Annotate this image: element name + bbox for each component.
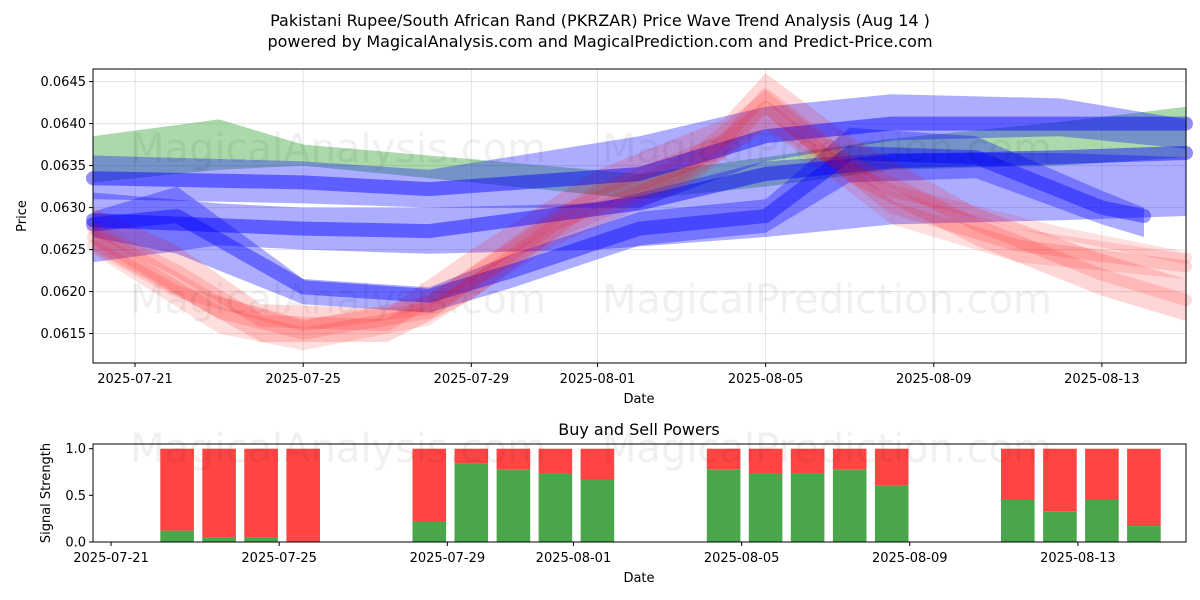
price-wave-line [86, 116, 1193, 197]
y-tick-label: 0.0645 [41, 75, 87, 90]
x-tick-label: 2025-08-09 [896, 372, 972, 387]
y-tick-label: 0.0635 [41, 159, 87, 174]
buy-power-bar [874, 485, 909, 542]
price-wave-line [87, 100, 1192, 340]
x-tick-label: 2025-08-13 [1040, 551, 1116, 566]
sell-power-bar [412, 448, 447, 522]
buy-power-bar [580, 479, 615, 542]
buy-power-bar [160, 530, 194, 542]
sell-power-bar [496, 448, 531, 470]
buy-power-bar [1127, 526, 1161, 542]
y-tick-label: 0.0 [65, 536, 86, 551]
watermark-magicalanalysis-top: MagicalAnalysis.com [130, 126, 546, 172]
price-wave-chart: MagicalAnalysis.com MagicalPrediction.co… [15, 68, 1193, 407]
sell-power-bar [1001, 448, 1035, 500]
price-wave-lines [86, 88, 1193, 340]
buy-power-bar [244, 537, 278, 542]
price-bands [93, 73, 1186, 351]
x-tick-label: 2025-08-05 [704, 551, 780, 566]
buy-power-bar [454, 463, 489, 542]
x-tick-label: 2025-07-21 [97, 372, 173, 387]
signal-chart-y-axis: 0.0 0.5 1.0 [65, 442, 93, 551]
price-chart-y-label: Price [15, 200, 30, 232]
price-band [93, 73, 1186, 342]
sell-power-bar [832, 448, 867, 470]
sell-power-bar [244, 448, 278, 538]
x-tick-label: 2025-07-29 [410, 551, 486, 566]
watermark-magicalprediction-signal: MagicalPrediction.com [602, 426, 1052, 472]
buy-sell-powers-chart: MagicalAnalysis.com MagicalPrediction.co… [39, 426, 1187, 586]
buy-power-bar [202, 537, 236, 542]
buy-power-bar [1001, 500, 1035, 542]
main-chart-title: Pakistani Rupee/South African Rand (PKRZ… [270, 11, 930, 30]
sell-power-bar [1127, 448, 1161, 527]
sell-power-bar [202, 448, 236, 538]
y-tick-label: 0.0625 [41, 243, 87, 258]
price-band [93, 94, 1186, 208]
buy-power-bar [1085, 500, 1119, 542]
y-tick-label: 1.0 [65, 442, 86, 457]
sell-power-bar [580, 448, 615, 480]
buy-power-bar [496, 469, 531, 542]
buy-power-bar [748, 473, 783, 542]
watermark-magicalanalysis-bottom: MagicalAnalysis.com [130, 277, 546, 323]
price-chart-watermark: MagicalAnalysis.com MagicalPrediction.co… [130, 126, 1052, 323]
buy-power-bar [538, 473, 573, 542]
sell-power-bar [454, 448, 489, 464]
sell-power-bar [790, 448, 825, 474]
price-band [93, 153, 1186, 263]
sell-power-bar [1043, 448, 1077, 512]
watermark-magicalanalysis-signal: MagicalAnalysis.com [130, 426, 546, 472]
buy-power-bar [790, 473, 825, 542]
buy-power-bar [412, 521, 447, 542]
watermark-magicalprediction-top: MagicalPrediction.com [602, 126, 1052, 172]
price-wave-line [86, 146, 1151, 303]
y-tick-label: 0.0620 [41, 285, 87, 300]
sell-power-bar [706, 448, 741, 470]
price-chart-frame [92, 68, 1187, 364]
signal-chart-x-axis: 2025-07-21 2025-07-25 2025-07-29 2025-08-01… [73, 542, 1116, 566]
price-chart-x-axis: 2025-07-21 2025-07-25 2025-07-29 2025-08-01… [97, 363, 1140, 387]
signal-chart-frame [92, 443, 1187, 543]
price-chart-grid [93, 69, 1186, 363]
y-tick-label: 0.0615 [41, 327, 87, 342]
x-tick-label: 2025-08-01 [560, 372, 636, 387]
main-chart-subtitle: powered by MagicalAnalysis.com and Magic… [267, 32, 932, 51]
x-tick-label: 2025-08-05 [728, 372, 804, 387]
x-tick-label: 2025-08-13 [1064, 372, 1140, 387]
signal-chart-x-label: Date [623, 571, 654, 586]
buy-power-bar [832, 469, 867, 542]
price-chart-y-axis: 0.0615 0.0620 0.0625 0.0630 0.0635 0.0640 0.06… [41, 75, 93, 342]
sell-power-bar [748, 448, 783, 474]
x-tick-label: 2025-08-01 [536, 551, 612, 566]
watermark-magicalprediction-bottom: MagicalPrediction.com [602, 277, 1052, 323]
x-tick-label: 2025-07-25 [265, 372, 341, 387]
price-wave-line [87, 117, 1192, 332]
y-tick-label: 0.0640 [41, 117, 87, 132]
sell-power-bar [1085, 448, 1119, 500]
y-tick-label: 0.5 [65, 489, 86, 504]
sell-power-bar [286, 448, 320, 542]
buy-power-bar [1043, 511, 1077, 542]
x-tick-label: 2025-07-25 [241, 551, 317, 566]
sell-power-bar [160, 448, 194, 531]
price-band [93, 127, 1144, 313]
price-wave-line [86, 146, 1193, 239]
signal-chart-title: Buy and Sell Powers [558, 420, 720, 439]
price-wave-line [87, 88, 1192, 332]
signal-chart-y-label: Signal Strength [39, 443, 54, 543]
price-band [93, 90, 1186, 351]
y-tick-label: 0.0630 [41, 201, 87, 216]
price-band [93, 106, 1186, 200]
buy-power-bar [706, 469, 741, 542]
signal-chart-watermark: MagicalAnalysis.com MagicalPrediction.co… [130, 426, 1052, 472]
x-tick-label: 2025-08-09 [872, 551, 948, 566]
x-tick-label: 2025-07-29 [434, 372, 510, 387]
sell-power-bar [538, 448, 573, 474]
sell-power-bar [874, 448, 909, 486]
x-tick-label: 2025-07-21 [73, 551, 149, 566]
price-chart-x-label: Date [623, 392, 654, 407]
signal-bars [160, 448, 1161, 542]
